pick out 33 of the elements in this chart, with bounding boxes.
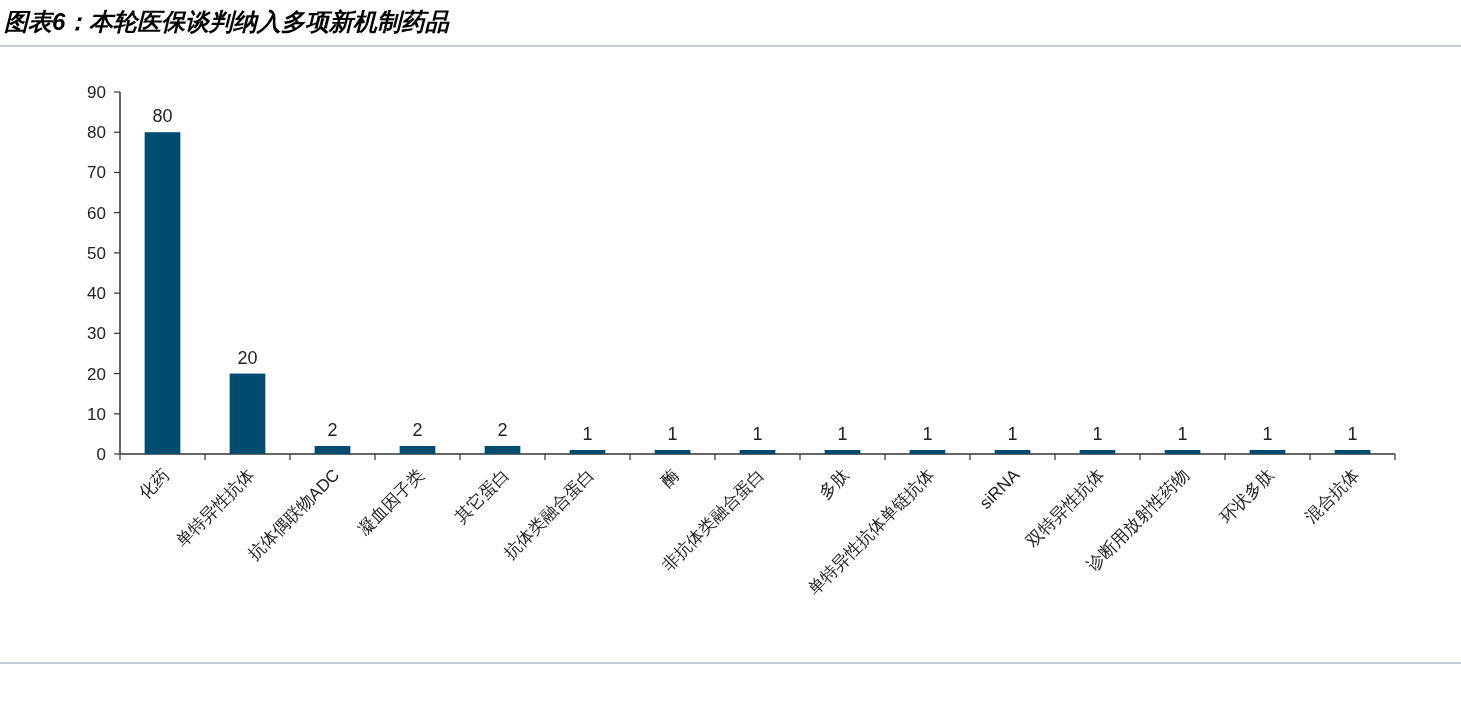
data-label: 2	[497, 419, 508, 440]
y-tick-label: 80	[87, 123, 106, 143]
data-label: 1	[1262, 423, 1273, 444]
data-label: 1	[1007, 423, 1018, 444]
y-tick-label: 20	[87, 364, 106, 384]
x-tick-label: 其它蛋白	[451, 465, 514, 527]
data-label: 1	[837, 423, 848, 444]
y-tick-label: 60	[87, 203, 106, 223]
x-tick-label: 混合抗体	[1301, 465, 1364, 527]
x-tick-label: 凝血因子类	[354, 465, 429, 539]
data-label: 1	[1092, 423, 1103, 444]
y-tick-label: 40	[87, 284, 106, 304]
data-label: 1	[1177, 423, 1188, 444]
y-tick-label: 70	[87, 163, 106, 183]
data-label: 1	[1347, 423, 1358, 444]
x-tick-label: 多肽	[815, 465, 854, 503]
x-tick-label: 化药	[135, 465, 174, 503]
y-tick-label: 30	[87, 324, 106, 344]
data-label: 80	[152, 106, 173, 127]
y-tick-label: 10	[87, 404, 106, 424]
data-label: 1	[752, 423, 763, 444]
data-label: 2	[327, 419, 338, 440]
data-label: 1	[582, 423, 593, 444]
y-tick-label: 90	[87, 83, 106, 102]
data-label: 20	[237, 347, 258, 368]
y-tick-label: 0	[96, 445, 106, 464]
data-label: 2	[412, 419, 423, 440]
title: 图表6：本轮医保谈判纳入多项新机制药品	[4, 8, 450, 35]
x-tick-label: 酶	[657, 465, 684, 491]
data-label: 1	[667, 423, 678, 444]
x-tick-label: 环状多肽	[1216, 465, 1279, 527]
y-tick-label: 50	[87, 243, 106, 263]
data-label: 1	[922, 423, 933, 444]
